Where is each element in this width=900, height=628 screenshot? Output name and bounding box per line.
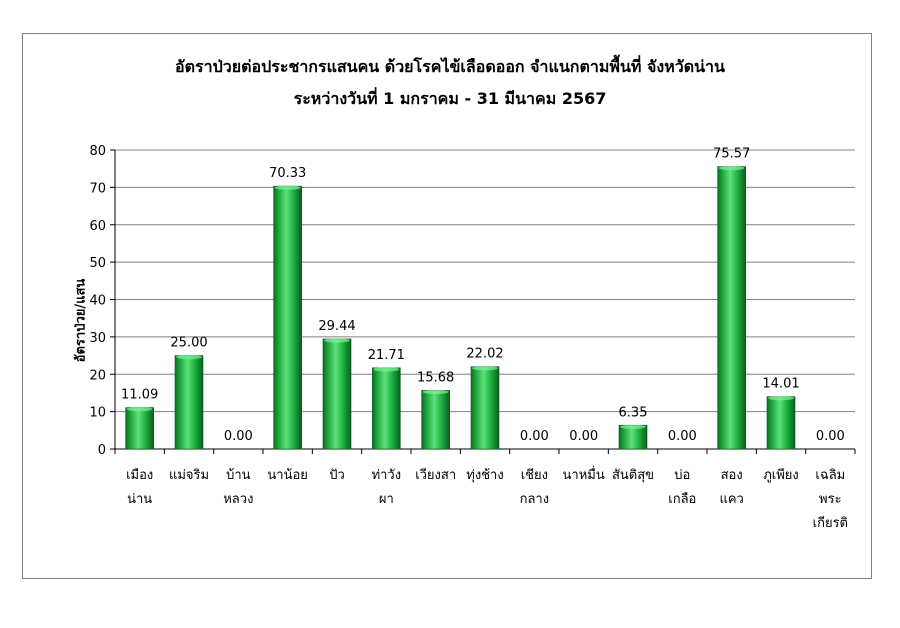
bar-highlight [768, 395, 794, 401]
bar [174, 355, 204, 450]
x-tick-label: เกียรติ [813, 515, 848, 531]
bar [766, 396, 796, 450]
x-tick-label: น่าน [127, 492, 152, 507]
y-tick-label: 0 [98, 443, 106, 458]
data-label: 14.01 [762, 377, 799, 392]
bar-highlight [126, 406, 153, 412]
x-tick-label: เฉลิม [815, 468, 845, 483]
data-label: 0.00 [816, 429, 845, 444]
bar-highlight [718, 165, 745, 171]
x-tick-label: ปัว [329, 468, 345, 483]
y-tick-label: 70 [89, 181, 106, 196]
bar-highlight [422, 389, 449, 395]
x-tick-label: กลาง [520, 492, 550, 507]
x-tick-label: แม่จริม [169, 468, 209, 483]
data-label: 0.00 [569, 429, 598, 444]
data-label: 25.00 [170, 336, 207, 351]
bar-highlight [324, 338, 350, 343]
x-tick-label: บ้าน [226, 468, 251, 483]
bar-highlight [373, 367, 400, 372]
x-tick-label: ผา [379, 492, 394, 507]
x-tick-label: ทุ่งช้าง [466, 468, 503, 483]
x-tick-label: นาน้อย [267, 468, 308, 483]
x-tick-label: พระ [819, 492, 842, 507]
x-tick-label: ท่าวัง [372, 468, 402, 483]
bar [470, 366, 500, 450]
bar-highlight [176, 354, 202, 360]
x-tick-label: เกลือ [668, 491, 696, 507]
bar-highlight [274, 185, 301, 190]
chart-title: อัตราป่วยต่อประชากรแสนคน ด้วยโรคไข้เลือด… [175, 57, 725, 76]
x-tick-label: สันติสุข [612, 468, 654, 483]
data-label: 0.00 [520, 429, 549, 444]
y-tick-label: 50 [89, 256, 106, 271]
data-label: 0.00 [668, 429, 697, 444]
x-tick-label: เวียงสา [415, 467, 456, 483]
y-tick-label: 20 [89, 368, 106, 383]
data-label: 15.68 [417, 370, 454, 385]
bars [125, 165, 796, 450]
bar [717, 166, 746, 450]
data-label: 21.71 [368, 348, 405, 363]
x-tick-label: หลวง [223, 492, 253, 507]
bar [322, 338, 352, 450]
labels: 0 10 20 30 40 50 60 70 80 11.09 เมืองน่าน 25.00 แม่จ… [89, 144, 848, 531]
x-tick-label: ภูเพียง [763, 467, 799, 483]
chart-subtitle: ระหว่างวันที่ 1 มกราคม - 31 มีนาคม 2567 [293, 89, 607, 108]
data-label: 22.02 [466, 347, 503, 362]
data-label: 29.44 [318, 319, 355, 334]
bar-highlight [472, 366, 498, 371]
x-tick-label: บ่อ [674, 468, 690, 483]
x-tick-label: สอง [721, 468, 743, 483]
data-label: 11.09 [121, 388, 158, 403]
x-tick-label: นาหมื่น [563, 466, 605, 483]
bar [125, 407, 154, 450]
bar [421, 390, 450, 450]
x-tick-label: เมือง [126, 467, 153, 483]
y-tick-label: 60 [89, 219, 106, 234]
bar [372, 367, 401, 450]
x-tick-label: แคว [719, 492, 743, 507]
y-tick-label: 10 [89, 406, 106, 421]
x-tick-label: เชียง [521, 467, 548, 483]
data-label: 75.57 [713, 147, 750, 162]
bar-highlight [620, 424, 646, 429]
data-label: 6.35 [619, 405, 648, 420]
bar [273, 185, 302, 450]
y-tick-label: 40 [89, 294, 106, 309]
y-tick-label: 80 [89, 144, 106, 159]
y-tick-label: 30 [89, 331, 106, 346]
data-label: 70.33 [269, 166, 306, 181]
data-label: 0.00 [224, 429, 253, 444]
